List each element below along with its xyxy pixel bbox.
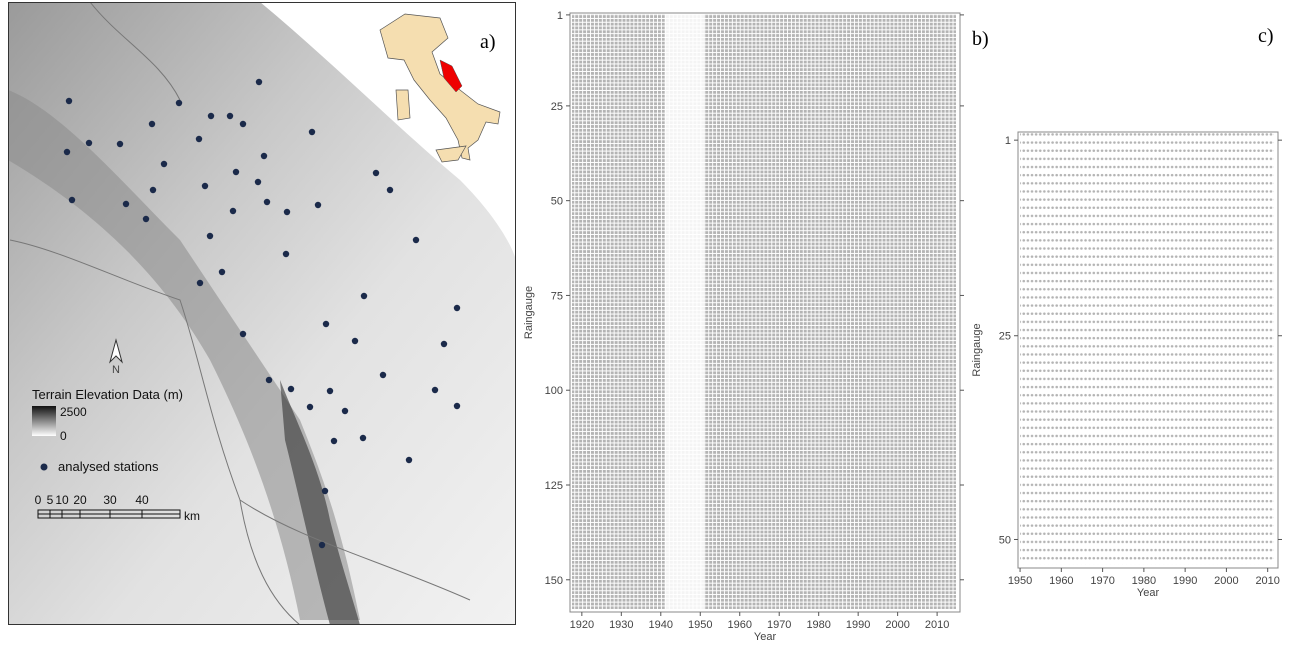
north-label: N [112,364,120,376]
panel-label: c) [1258,25,1274,47]
y-tick-label: 100 [545,385,563,397]
y-tick-label: 25 [999,331,1011,343]
x-tick-label: 1970 [1090,575,1114,587]
x-tick-label: 1930 [609,619,633,631]
raster-cells [572,14,956,609]
scale-label: 40 [135,493,149,507]
legend-min: 0 [60,429,67,443]
scale-label: 30 [103,493,117,507]
raster-cells [1020,133,1274,565]
x-tick-label: 1990 [1173,575,1197,587]
x-axis-title: Year [1137,587,1160,599]
x-tick-label: 2000 [1214,575,1238,587]
y-tick-label: 50 [999,534,1011,546]
x-tick-label: 1980 [1132,575,1156,587]
y-tick-label: 75 [551,290,563,302]
legend-ramp [32,406,56,436]
x-tick-label: 1980 [806,619,830,631]
scale-label: 20 [73,493,87,507]
figure: N a) Terrain Elevation Data (m) 2500 0 a… [0,0,1296,650]
x-tick-label: 1950 [1008,575,1032,587]
y-tick-label: 25 [551,101,563,113]
legend-dot [41,464,48,471]
x-tick-label: 1950 [688,619,712,631]
y-tick-label: 1 [1005,135,1011,147]
x-tick-label: 1970 [767,619,791,631]
x-tick-label: 1920 [570,619,594,631]
x-tick-label: 2010 [1255,575,1279,587]
x-axis-title: Year [754,631,777,643]
legend-max: 2500 [60,405,87,419]
y-axis-title: Raingauge [523,286,535,339]
panel-label: b) [972,28,989,50]
scale-unit: km [184,509,200,523]
y-tick-label: 150 [545,575,563,587]
x-tick-label: 2000 [885,619,909,631]
x-tick-label: 1960 [1049,575,1073,587]
x-tick-label: 1960 [727,619,751,631]
y-axis-title: Raingauge [971,323,983,376]
scale-label: 10 [55,493,69,507]
scale-label: 0 [35,493,42,507]
legend-stations: analysed stations [58,459,159,474]
y-tick-label: 125 [545,480,563,492]
map-panel: N a) Terrain Elevation Data (m) 2500 0 a… [8,2,516,625]
y-tick-label: 50 [551,196,563,208]
panel-label: a) [480,31,496,53]
raster-gap [665,13,704,612]
legend-title: Terrain Elevation Data (m) [32,387,183,402]
x-tick-label: 2010 [925,619,949,631]
y-tick-label: 1 [557,10,563,22]
x-tick-label: 1940 [649,619,673,631]
scale-label: 5 [47,493,54,507]
x-tick-label: 1990 [846,619,870,631]
